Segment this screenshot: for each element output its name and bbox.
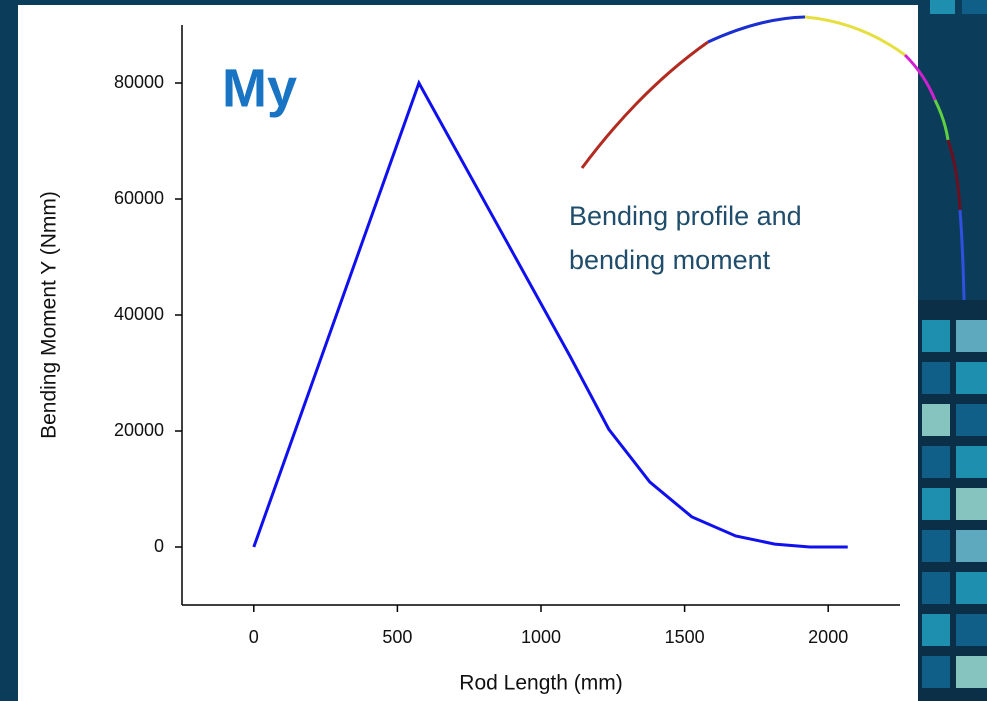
y-tick-label: 80000 (114, 72, 164, 92)
x-tick-label: 0 (249, 627, 259, 647)
y-axis-title: Bending Moment Y (Nmm) (38, 191, 61, 439)
x-tick-label: 500 (382, 627, 412, 647)
x-tick-label: 1000 (521, 627, 561, 647)
x-tick-label: 2000 (808, 627, 848, 647)
chart-panel (18, 5, 918, 701)
y-tick-label: 0 (154, 536, 164, 556)
annotation: bending moment (569, 245, 771, 275)
tile-pattern (915, 0, 987, 701)
bending-profile (580, 15, 966, 301)
y-tick-label: 60000 (114, 188, 164, 208)
y-tick-label: 40000 (114, 304, 164, 324)
annotation: My (222, 58, 297, 118)
data-line (252, 79, 848, 549)
annotation: Bending profile and (569, 201, 802, 231)
x-tick-label: 1500 (665, 627, 705, 647)
y-tick-label: 20000 (114, 420, 164, 440)
x-axis-title: Rod Length (mm) (459, 672, 622, 695)
